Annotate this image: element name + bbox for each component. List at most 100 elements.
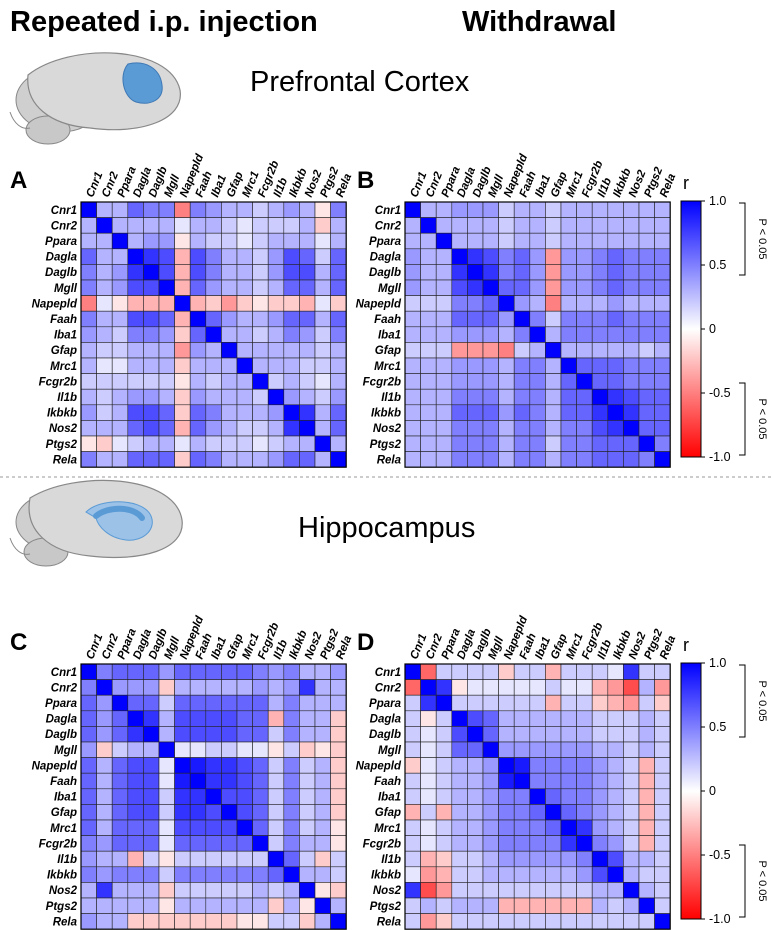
heatmap-cell-dagla-ikbkb [607,710,624,727]
heatmap-cell-cnr1-rela [654,663,671,680]
heatmap-cell-cnr1-nos2 [623,663,640,680]
heatmap-cell-cnr2-mrc1 [236,217,253,234]
heatmap-cell-gfap-mgll [158,804,175,821]
heatmap-cell-cnr2-ikbkb [283,217,300,234]
significance-label-bottom: P < 0.05 [756,860,768,901]
heatmap-cell-ptgs2-ptgs2 [638,435,655,452]
heatmap-cell-ikbkb-mrc1 [236,866,253,883]
heatmap-cell-rela-ptgs2 [638,913,655,930]
heatmap-cell-rela-ptgs2 [314,451,331,468]
heatmap-cell-fcgr2b-faah [513,373,531,390]
heatmap-cell-faah-dagla [451,772,468,790]
heatmap-cell-napepld-cnr1 [404,295,421,312]
heatmap-cell-faah-dagla [127,772,144,790]
heatmap-cell-ikbkb-ptgs2 [314,866,331,883]
row-label-iba1: Iba1 [54,792,77,804]
heatmap-cell-daglb-mrc1 [236,726,253,743]
heatmap-cell-ppara-daglb [143,694,160,712]
heatmap-cell-mrc1-daglb [143,357,160,374]
heatmap-cell-daglb-gfap [221,264,238,281]
heatmap-cell-daglb-ppara [111,726,129,743]
heatmap-cell-cnr1-mgll [482,663,499,680]
heatmap-cell-iba1-cnr2 [420,326,437,343]
heatmap-cell-napepld-cnr2 [420,757,437,774]
row-label-ptgs2: Ptgs2 [370,901,402,913]
heatmap-cell-daglb-nos2 [299,726,316,743]
heatmap-cell-faah-ptgs2 [638,310,655,328]
heatmap-cell-napepld-ikbkb [607,757,624,774]
heatmap-cell-mrc1-gfap [545,819,562,836]
heatmap-cell-cnr2-dagla [127,217,144,234]
heatmap-cell-daglb-iba1 [529,726,546,743]
colorbar-tick-label: 0 [709,322,716,336]
heatmap-cell-rela-rela [654,451,671,468]
heatmap-cell-mrc1-fcgr2b [252,357,269,374]
heatmap-cell-faah-daglb [467,772,484,790]
heatmap-cell-cnr2-cnr2 [420,679,437,696]
heatmap-cell-cnr2-cnr1 [404,679,421,696]
heatmap-cell-dagla-ptgs2 [314,710,331,727]
heatmap-cell-iba1-faah [189,326,207,343]
colorbar-tick-label: 0.5 [709,720,726,734]
heatmap-cell-iba1-gfap [545,788,562,805]
row-label-cnr1: Cnr1 [375,667,401,679]
heatmap-cell-ppara-daglb [467,694,484,712]
heatmap-cell-il1b-mrc1 [236,388,253,406]
heatmap-cell-fcgr2b-ikbkb [283,835,300,852]
heatmap-cell-mrc1-daglb [467,357,484,374]
row-label-cnr2: Cnr2 [51,220,78,232]
heatmap-cell-fcgr2b-daglb [143,835,160,852]
heatmap-cell-iba1-rela [654,326,671,343]
heatmap-cell-iba1-fcgr2b [576,326,593,343]
heatmap-cell-fcgr2b-fcgr2b [252,373,269,390]
row-label-faah: Faah [50,314,77,326]
heatmap-cell-mrc1-nos2 [623,357,640,374]
heatmap-cell-fcgr2b-nos2 [299,835,316,852]
heatmap-cell-ptgs2-napepld [174,435,191,452]
brain-illustration-prefrontal [9,52,181,145]
heatmap-cell-ppara-dagla [451,232,468,250]
heatmap-cell-ptgs2-cnr1 [80,897,97,914]
heatmap-cell-mgll-gfap [221,279,238,296]
heatmap-cell-mrc1-ppara [435,357,453,374]
heatmap-cell-dagla-napepld [174,248,191,265]
heatmap-cell-cnr2-cnr1 [80,217,97,234]
row-label-ptgs2: Ptgs2 [46,439,78,451]
heatmap-cell-fcgr2b-cnr2 [96,373,113,390]
heatmap-cell-mrc1-napepld [498,357,515,374]
heatmap-cell-napepld-mrc1 [560,295,577,312]
heatmap-cell-rela-mgll [482,913,499,930]
heatmap-cell-rela-ptgs2 [314,913,331,930]
heatmap-cell-cnr2-cnr2 [96,679,113,696]
heatmap-cell-cnr1-mgll [482,201,499,218]
heatmap-cell-iba1-rela [330,788,347,805]
heatmap-cell-napepld-cnr2 [420,295,437,312]
heatmap-cell-napepld-nos2 [299,757,316,774]
heatmap-cell-il1b-napepld [174,388,191,406]
heatmap-cell-ppara-cnr2 [420,232,437,250]
heatmap-cell-ppara-gfap [545,232,562,250]
heatmap-cell-napepld-iba1 [205,757,222,774]
heatmap-cell-mrc1-iba1 [205,819,222,836]
heatmap-cell-cnr1-fcgr2b [576,201,593,218]
heatmap-cell-nos2-il1b [267,882,285,899]
heatmap-cell-cnr1-cnr2 [96,663,113,680]
heatmap-cell-dagla-cnr1 [404,248,421,265]
heatmap-cell-il1b-gfap [545,388,562,406]
heatmap-cell-il1b-mrc1 [236,850,253,868]
heatmap-cell-dagla-dagla [451,710,468,727]
heatmap-cell-rela-dagla [451,913,468,930]
heatmap-cell-mgll-ptgs2 [638,741,655,758]
heatmap-cell-iba1-dagla [127,326,144,343]
heatmap-cell-mrc1-il1b [591,357,609,374]
heatmap-cell-il1b-mrc1 [560,388,577,406]
heatmap-cell-iba1-faah [189,788,207,805]
heatmap-cell-faah-nos2 [623,772,640,790]
heatmap-cell-mgll-mrc1 [560,279,577,296]
heatmap-cell-rela-mrc1 [560,913,577,930]
colorbar-label: r [683,173,689,193]
heatmap-cell-cnr1-dagla [127,663,144,680]
heatmap-cell-mgll-daglb [143,279,160,296]
heatmap-cell-napepld-nos2 [299,295,316,312]
heatmap-cell-nos2-ppara [435,882,453,899]
